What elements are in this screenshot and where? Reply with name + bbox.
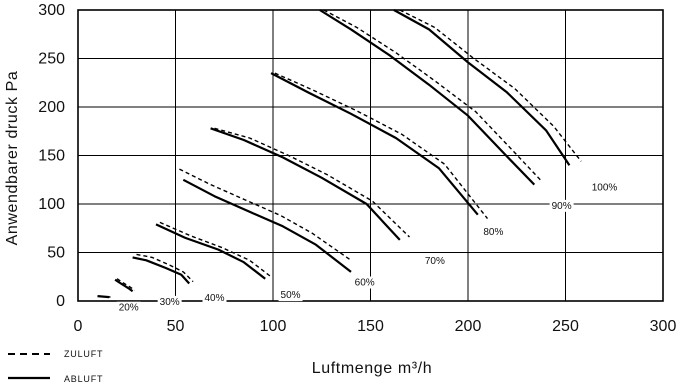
x-axis-label: Luftmenge m³/h — [312, 360, 432, 377]
percent-label: 100% — [592, 182, 618, 193]
curve-zuluft-20% — [99, 295, 112, 298]
percent-label: 60% — [355, 277, 375, 288]
x-tick-label: 150 — [357, 318, 384, 335]
percent-label-bg — [589, 181, 620, 194]
percent-label-bg — [549, 199, 574, 212]
curve-zuluft-40% — [159, 221, 272, 278]
curve-abluft-70% — [270, 72, 479, 216]
percent-label: 70% — [425, 256, 445, 267]
legend-label-abluft: ABLUFT — [64, 374, 103, 384]
curve-abluft-line1 — [114, 278, 134, 293]
percent-label: 40% — [204, 293, 224, 304]
y-tick-label: 150 — [38, 148, 65, 165]
x-tick-label: 300 — [650, 318, 677, 335]
x-tick-label: 50 — [167, 318, 185, 335]
y-tick-label: 200 — [38, 99, 65, 116]
x-tick-label: 250 — [552, 318, 579, 335]
percent-label: 80% — [483, 227, 503, 238]
curve-abluft-80% — [319, 9, 536, 186]
y-tick-label: 50 — [47, 245, 65, 262]
x-tick-label: 100 — [260, 318, 287, 335]
curve-abluft-90% — [393, 9, 571, 166]
curve-zuluft-50% — [179, 168, 352, 261]
percent-label-bg — [202, 292, 227, 304]
curve-zuluft-30% — [136, 253, 194, 283]
percent-label-bg — [481, 226, 506, 239]
percent-label-bg — [278, 289, 303, 302]
legend-label-zuluft: ZULUFT — [64, 349, 103, 359]
legend: ZULUFT ABLUFT — [8, 349, 103, 384]
y-tick-label: 100 — [38, 196, 65, 213]
curve-abluft-50% — [182, 178, 352, 273]
curve-abluft-40% — [155, 223, 266, 280]
percent-label: 90% — [552, 201, 572, 212]
percent-label-bg — [422, 255, 447, 268]
percent-label-bg — [352, 276, 377, 289]
chart-percent-labels: 20% 30% 40% 50% 60% 70% 80% 90% 100% — [116, 181, 620, 314]
chart-tick-labels: 0 50 100 150 200 250 300 0 50 100 150 200 250 300 — [38, 2, 676, 335]
y-tick-label: 0 — [56, 293, 65, 310]
x-tick-label: 0 — [74, 318, 83, 335]
curve-zuluft-line1 — [116, 278, 136, 291]
percent-label-bg — [116, 301, 141, 314]
percent-label: 30% — [160, 297, 180, 308]
percent-label: 50% — [281, 290, 301, 301]
curve-zuluft-60% — [214, 127, 410, 238]
curve-zuluft-70% — [274, 72, 489, 220]
x-tick-label: 200 — [455, 318, 482, 335]
percent-label: 20% — [119, 303, 139, 314]
curve-abluft-30% — [132, 256, 191, 285]
curve-zuluft-80% — [323, 9, 543, 183]
y-axis-label: Anwendbarer druck Pa — [4, 71, 21, 246]
y-tick-label: 300 — [38, 2, 65, 19]
curve-abluft-60% — [210, 127, 401, 241]
percent-label-bg — [157, 295, 182, 308]
y-tick-label: 250 — [38, 51, 65, 68]
chart-grid — [77, 9, 664, 302]
curve-zuluft-90% — [399, 9, 582, 162]
chart-curves — [97, 9, 582, 299]
